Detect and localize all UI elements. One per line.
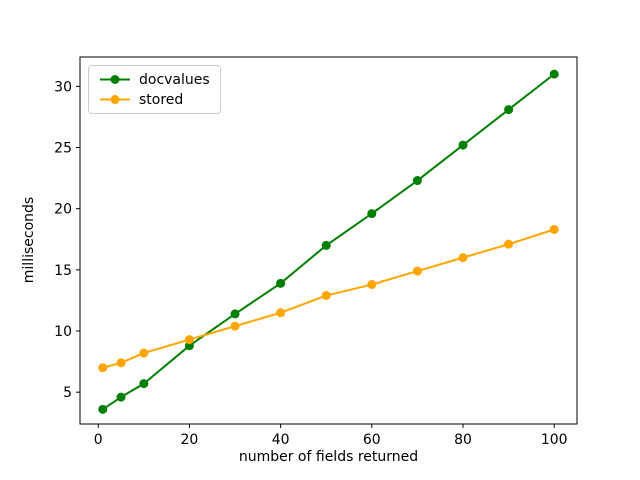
docvalues-marker xyxy=(276,278,286,288)
stored-marker xyxy=(98,363,108,373)
stored-marker xyxy=(184,335,194,345)
legend-label-stored: stored xyxy=(139,91,184,108)
x-tick-label: 40 xyxy=(272,432,290,448)
y-tick-label: 20 xyxy=(54,202,72,218)
y-tick-label: 30 xyxy=(54,79,72,95)
docvalues-marker xyxy=(139,379,149,389)
x-tick-label: 0 xyxy=(94,432,103,448)
axes-frame xyxy=(79,56,578,425)
legend-entry-stored: stored xyxy=(98,91,210,108)
stored-marker xyxy=(412,266,422,276)
docvalues-marker xyxy=(412,176,422,186)
docvalues-marker xyxy=(98,404,108,414)
stored-marker xyxy=(504,239,514,249)
docvalues-marker xyxy=(321,240,331,250)
y-tick-label: 25 xyxy=(54,141,72,157)
y-tick-label: 5 xyxy=(63,385,72,401)
x-tick-label: 60 xyxy=(363,432,381,448)
x-tick-label: 80 xyxy=(454,432,472,448)
stored-marker xyxy=(276,308,286,318)
stored-marker xyxy=(321,291,331,301)
docvalues-line-swatch xyxy=(100,75,130,84)
legend-entry-docvalues: docvalues xyxy=(98,71,210,88)
docvalues-marker xyxy=(458,140,468,150)
y-tick-label: 15 xyxy=(54,263,72,279)
docvalues-marker xyxy=(504,105,514,115)
stored-marker xyxy=(139,348,149,358)
stored-marker xyxy=(230,321,240,331)
docvalues-marker xyxy=(549,69,559,79)
x-axis-label: number of fields returned xyxy=(238,449,419,465)
legend-label-docvalues: docvalues xyxy=(139,71,210,88)
stored-line-swatch xyxy=(100,95,130,104)
legend: docvalues stored xyxy=(88,65,221,114)
x-tick-label: 100 xyxy=(541,432,568,448)
docvalues-marker xyxy=(367,209,377,219)
x-tick-label: 20 xyxy=(181,432,199,448)
stored-marker xyxy=(367,280,377,290)
stored-marker xyxy=(458,253,468,263)
stored-marker xyxy=(116,358,126,368)
stored-marker xyxy=(549,224,559,234)
y-tick-label: 10 xyxy=(54,324,72,340)
y-axis-label: milliseconds xyxy=(21,196,37,284)
docvalues-marker xyxy=(116,392,126,402)
docvalues-marker xyxy=(230,309,240,319)
